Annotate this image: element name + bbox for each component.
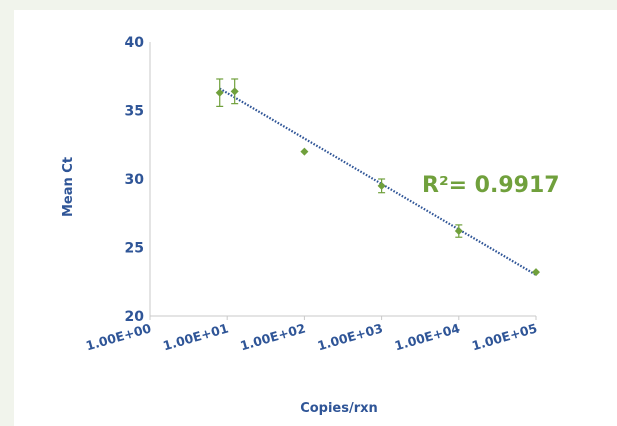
y-axis-title: Mean Ct <box>61 157 76 217</box>
y-tick-label: 40 <box>125 35 145 51</box>
chart-panel: 20 25 30 35 40 1.00E+00 1.00E+01 1.00E+02 1.00E… <box>14 10 617 426</box>
x-tick-label: 1.00E+00 <box>84 320 153 353</box>
data-point <box>532 268 540 277</box>
point-marker <box>300 147 309 156</box>
data-point <box>230 78 239 105</box>
x-tick-label: 1.00E+02 <box>238 320 307 353</box>
point-marker <box>230 87 239 96</box>
y-tick-label: 20 <box>125 309 145 325</box>
point-marker <box>215 88 224 97</box>
x-tick-label: 1.00E+05 <box>470 320 539 353</box>
y-tick-labels: 20 25 30 35 40 <box>125 35 145 325</box>
point-marker <box>532 268 540 277</box>
y-tick-label: 35 <box>125 104 144 120</box>
x-tick-label: 1.00E+03 <box>316 320 385 353</box>
data-point <box>300 147 309 156</box>
y-tick-label: 30 <box>125 172 145 188</box>
x-axis-title: Copies/rxn <box>300 401 378 416</box>
axes <box>149 42 537 320</box>
x-tick-label: 1.00E+01 <box>161 320 230 353</box>
x-tick-label: 1.00E+04 <box>393 320 462 353</box>
point-marker <box>454 227 463 236</box>
data-point <box>454 224 463 238</box>
data-points <box>215 78 540 277</box>
trendline-group <box>219 87 537 276</box>
data-point <box>215 78 224 107</box>
data-point <box>377 178 386 194</box>
trendline <box>219 87 537 276</box>
point-marker <box>377 181 386 190</box>
y-tick-label: 25 <box>125 241 144 257</box>
r-squared-annotation: R²= 0.9917 <box>422 173 560 198</box>
x-tick-labels: 1.00E+00 1.00E+01 1.00E+02 1.00E+03 1.00E+04… <box>84 320 539 353</box>
